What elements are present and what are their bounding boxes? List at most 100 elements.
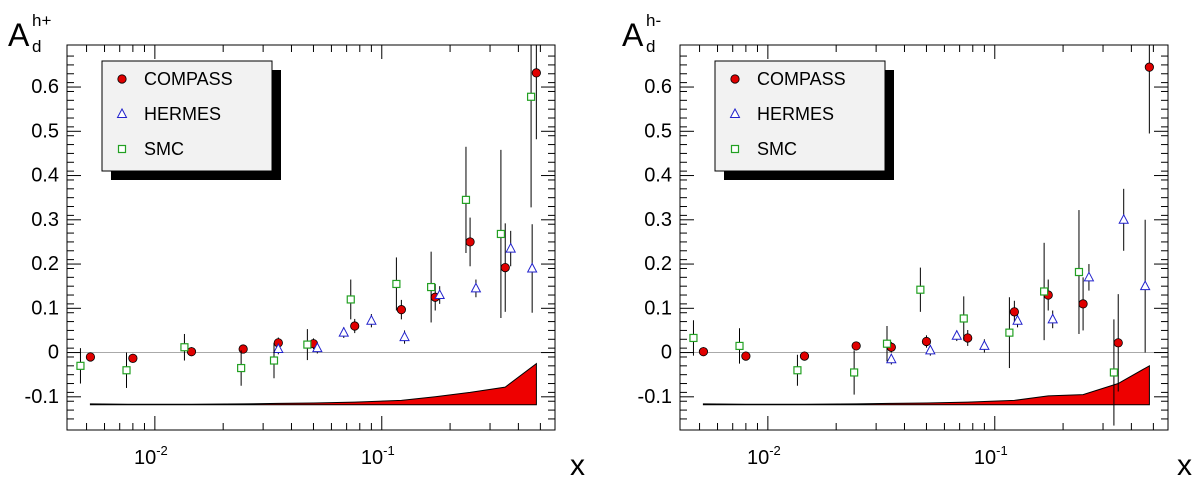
hermes-point	[885, 353, 897, 364]
y-tick-label: 0.5	[644, 120, 672, 142]
smc-point	[689, 333, 698, 343]
hermes-point	[1118, 213, 1130, 224]
compass-point	[851, 341, 861, 351]
y-tick-label: 0.4	[644, 165, 672, 187]
y-tick-label: 0	[661, 342, 672, 364]
legend-compass-marker	[730, 74, 740, 84]
smc-point	[1074, 267, 1084, 277]
legend-smc-marker	[117, 144, 127, 154]
hermes-point	[951, 329, 963, 340]
y-tick-label: 0.2	[644, 253, 672, 275]
y-tick-label: 0.3	[31, 209, 59, 231]
y-axis-title-subscript: d	[32, 37, 41, 56]
hermes-point	[979, 339, 990, 350]
legend-entry: HERMES	[757, 104, 834, 124]
panel-asymmetry-h-minus: -0.1 0 0.1 0.2 0.3 0.4 0.5 0.6 10-2 10-1 A h-d x COMP…	[622, 11, 1192, 477]
y-axis-title-superscript: h+	[32, 11, 51, 30]
legend-entry: SMC	[757, 139, 797, 159]
smc-point	[959, 314, 968, 323]
smc-point	[735, 341, 744, 351]
y-tick-label: 0.4	[31, 165, 59, 187]
x-tick-label: 10-2	[747, 443, 781, 469]
smc-point	[392, 279, 401, 289]
legend-box	[714, 60, 886, 172]
y-axis-title-subscript: d	[646, 37, 655, 56]
legend-box	[101, 60, 273, 172]
y-axis-title: A	[622, 17, 644, 53]
x-tick-label: 10-2	[134, 443, 168, 469]
compass-point	[1078, 299, 1088, 309]
compass-point	[500, 262, 510, 273]
smc-point	[269, 356, 279, 365]
compass-point	[396, 305, 406, 315]
hermes-point	[311, 342, 323, 353]
hermes-point	[338, 326, 350, 337]
compass-point	[85, 352, 96, 362]
y-axis-title-superscript: h-	[646, 11, 661, 30]
y-tick-label: 0	[48, 342, 59, 364]
compass-point	[741, 351, 751, 361]
legend-entry: SMC	[144, 139, 184, 159]
plot-frame	[679, 44, 1169, 431]
x-axis-label: x	[570, 449, 585, 477]
legend-hermes-marker	[729, 107, 741, 118]
hermes-point	[1083, 271, 1095, 282]
smc-point	[122, 366, 131, 375]
hermes-point	[366, 314, 377, 325]
hermes-point	[399, 331, 410, 342]
y-tick-label: -0.1	[638, 386, 672, 408]
smc-point	[346, 295, 355, 304]
compass-point	[128, 353, 138, 363]
data-points	[689, 45, 1154, 426]
y-tick-label: 0.6	[644, 76, 672, 98]
x-axis-label: x	[1177, 449, 1192, 477]
smc-point	[76, 361, 85, 370]
x-tick-label: 10-1	[974, 443, 1008, 469]
compass-point	[799, 351, 810, 361]
compass-point	[238, 344, 248, 354]
y-axis-title: A	[8, 17, 30, 53]
hermes-point	[1139, 280, 1151, 291]
smc-point	[526, 92, 536, 101]
hermes-point	[1012, 314, 1023, 325]
x-tick-label: 10-1	[361, 443, 395, 469]
smc-point	[793, 366, 802, 375]
compass-point	[698, 347, 709, 357]
smc-point	[303, 340, 312, 349]
y-tick-label: 0.6	[31, 76, 59, 98]
systematic-error-band	[702, 364, 1150, 406]
smc-point	[850, 368, 859, 377]
compass-point	[350, 321, 360, 331]
legend-compass-marker	[117, 74, 127, 84]
hermes-point	[526, 262, 538, 273]
legend-hermes-marker	[116, 107, 128, 118]
legend-entry: HERMES	[144, 104, 221, 124]
y-tick-label: 0.1	[644, 297, 672, 319]
panel-asymmetry-h-plus: -0.1 0 0.1 0.2 0.3 0.4 0.5 0.6 10-2 10-1 A h+ d x COMP…	[8, 11, 585, 477]
compass-point	[1113, 338, 1123, 348]
hermes-point	[924, 344, 936, 355]
compass-point	[921, 336, 932, 347]
smc-point	[1040, 287, 1049, 296]
legend-entry: COMPASS	[144, 69, 233, 89]
smc-point	[1005, 328, 1014, 337]
smc-point	[882, 339, 892, 348]
data-points	[76, 45, 541, 388]
plot-frame	[66, 44, 556, 431]
y-tick-label: 0.1	[31, 297, 59, 319]
hermes-point	[1047, 313, 1059, 324]
hermes-point	[272, 342, 284, 354]
compass-point	[531, 68, 541, 78]
legend-smc-marker	[730, 144, 740, 154]
smc-point	[180, 343, 189, 352]
smc-point	[237, 363, 246, 373]
compass-point	[1144, 62, 1154, 72]
hermes-point	[505, 242, 517, 253]
y-tick-label: 0.3	[644, 209, 672, 231]
y-tick-label: -0.1	[25, 386, 59, 408]
compass-point	[186, 347, 197, 357]
smc-point	[916, 285, 925, 294]
smc-point	[461, 195, 471, 204]
y-tick-label: 0.2	[31, 253, 59, 275]
legend-entry: COMPASS	[757, 69, 846, 89]
